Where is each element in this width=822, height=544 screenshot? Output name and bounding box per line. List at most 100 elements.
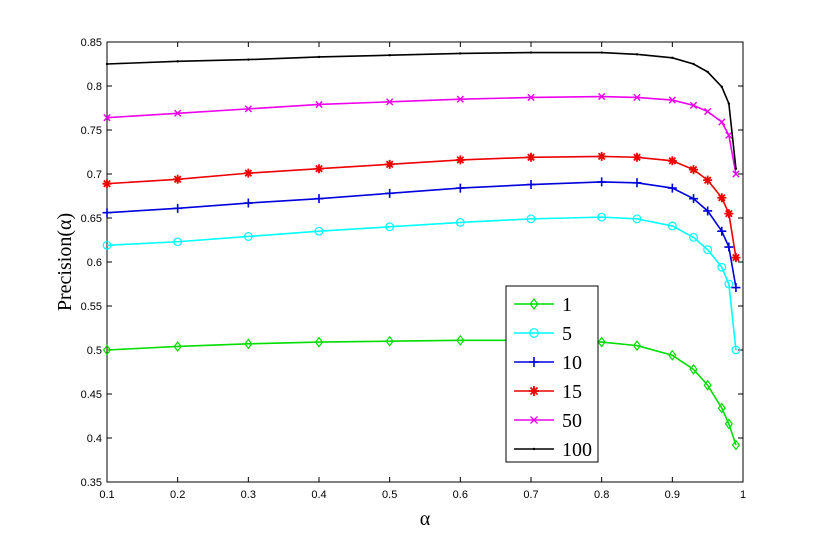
data-point: [243, 168, 253, 178]
data-point: [731, 439, 741, 451]
data-point: [173, 174, 183, 184]
series-50: [103, 92, 740, 178]
data-point: [244, 105, 252, 113]
y-tick-label: 0.5: [87, 345, 102, 357]
data-point: [668, 349, 677, 361]
data-point: [385, 335, 394, 347]
series-5: [102, 212, 741, 355]
legend-entry: 50: [514, 410, 582, 432]
data-point: [526, 180, 536, 190]
x-axis-label: α: [420, 508, 431, 530]
data-point: [635, 53, 639, 56]
data-point: [703, 379, 712, 391]
legend-label: 15: [562, 381, 582, 403]
y-axis-label: Precision(α): [54, 213, 76, 311]
data-point: [455, 155, 465, 165]
data-point: [314, 164, 324, 174]
data-point: [529, 298, 539, 310]
legend-label: 5: [562, 323, 572, 345]
data-point: [724, 279, 734, 289]
x-tick-label: 0.7: [523, 489, 538, 501]
data-point: [102, 344, 112, 356]
data-point: [703, 245, 713, 255]
axis-ticks: 0.1 0.2 0.3 0.4 0.5 0.6 0.7 0.8 0.9 1 0.35 0.4 0.45 0…: [81, 37, 746, 501]
data-point: [667, 221, 677, 231]
x-tick-label: 0.3: [241, 489, 256, 501]
data-point: [173, 237, 183, 247]
data-point: [459, 52, 462, 55]
data-point: [244, 338, 253, 350]
data-point: [102, 179, 112, 189]
data-point: [102, 208, 112, 218]
series-15: [102, 151, 741, 263]
data-point: [529, 51, 533, 54]
data-point: [386, 98, 394, 106]
data-series: [102, 51, 741, 451]
legend-entry: 10: [514, 352, 582, 374]
data-point: [243, 232, 253, 241]
x-tick-label: 0.6: [453, 489, 468, 501]
y-tick-label: 0.75: [81, 125, 102, 137]
data-point: [385, 188, 395, 198]
plot-area: [106, 41, 744, 483]
data-point: [667, 183, 677, 193]
data-point: [703, 175, 713, 185]
data-point: [703, 206, 713, 216]
series-line: [106, 216, 737, 351]
data-point: [717, 402, 726, 414]
data-point: [689, 101, 698, 110]
legend-label: 100: [562, 439, 592, 461]
data-point: [632, 178, 642, 188]
data-point: [529, 328, 539, 338]
y-tick-label: 0.8: [87, 81, 102, 93]
data-point: [717, 226, 727, 236]
data-point: [689, 194, 699, 204]
data-point: [456, 334, 465, 346]
data-point: [632, 340, 642, 352]
x-tick-label: 0.1: [99, 489, 114, 501]
data-point: [529, 357, 539, 367]
data-point: [689, 363, 698, 375]
y-tick-label: 0.4: [87, 433, 102, 445]
data-point: [724, 418, 733, 430]
x-tick-label: 0.9: [665, 489, 680, 501]
data-point: [530, 416, 538, 424]
data-point: [668, 96, 676, 104]
data-point: [597, 212, 607, 222]
data-point: [692, 62, 695, 66]
y-tick-label: 0.7: [87, 169, 102, 181]
data-point: [173, 203, 183, 213]
data-point: [105, 62, 109, 66]
data-point: [731, 283, 741, 293]
y-tick-label: 0.45: [81, 389, 102, 401]
data-point: [725, 131, 733, 139]
series-100: [105, 51, 738, 170]
data-point: [717, 193, 727, 203]
data-point: [597, 177, 607, 187]
legend-label: 50: [562, 410, 582, 432]
data-point: [176, 60, 179, 63]
data-point: [455, 183, 465, 193]
data-point: [174, 109, 182, 117]
x-tick-label: 1: [740, 489, 746, 501]
x-tick-label: 0.8: [594, 489, 609, 501]
data-point: [731, 253, 741, 263]
data-point: [385, 159, 395, 169]
data-point: [689, 165, 699, 175]
data-point: [667, 156, 677, 166]
data-point: [247, 58, 250, 61]
legend-label: 1: [562, 294, 572, 316]
data-point: [456, 95, 464, 103]
data-point: [632, 152, 642, 162]
data-point: [598, 92, 606, 101]
series-line: [106, 339, 737, 446]
series-1: [102, 334, 741, 451]
data-point: [597, 151, 607, 161]
data-point: [734, 167, 738, 170]
data-point: [314, 226, 324, 236]
data-point: [455, 217, 465, 227]
legend-entry: 15: [514, 381, 582, 403]
data-point: [671, 56, 674, 60]
data-point: [243, 198, 253, 208]
data-point: [526, 152, 536, 162]
